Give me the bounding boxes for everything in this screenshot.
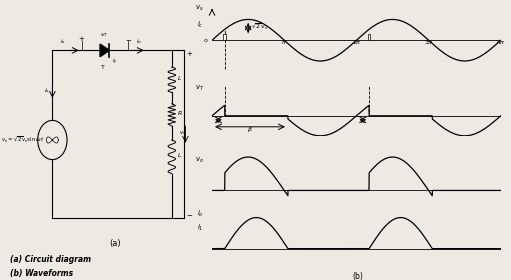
- Text: $4\pi$: $4\pi$: [496, 38, 506, 46]
- Text: (a) Circuit diagram: (a) Circuit diagram: [11, 255, 91, 264]
- Bar: [223, 34, 226, 40]
- Text: $2\pi$: $2\pi$: [352, 38, 361, 46]
- Bar: [368, 34, 370, 40]
- Text: L: L: [178, 76, 181, 81]
- Text: +: +: [187, 51, 192, 57]
- Text: $\alpha$: $\alpha$: [360, 118, 366, 125]
- Text: $\pi$: $\pi$: [282, 39, 287, 46]
- Text: $v_s$: $v_s$: [195, 4, 204, 13]
- Text: $v_T$: $v_T$: [101, 31, 109, 39]
- Text: $\alpha$: $\alpha$: [215, 118, 221, 125]
- Text: $v_o$: $v_o$: [195, 156, 204, 165]
- Text: +: +: [79, 36, 85, 42]
- Text: L: L: [178, 153, 181, 158]
- Text: (a): (a): [109, 239, 121, 248]
- Text: $-$: $-$: [187, 211, 194, 217]
- Text: $i_o$: $i_o$: [197, 209, 204, 219]
- Text: $i_o$: $i_o$: [136, 38, 143, 46]
- Text: $\beta$: $\beta$: [247, 125, 253, 134]
- Text: R: R: [178, 111, 182, 116]
- Text: $v_T$: $v_T$: [195, 84, 204, 93]
- Text: $-$: $-$: [125, 36, 132, 42]
- Text: T: T: [101, 65, 105, 70]
- Text: $\sqrt{2}v_s$: $\sqrt{2}v_s$: [251, 22, 268, 32]
- Text: $3\pi$: $3\pi$: [424, 38, 433, 46]
- Text: (b): (b): [352, 272, 363, 280]
- Text: $v_o$: $v_o$: [179, 129, 187, 137]
- Text: (b) Waveforms: (b) Waveforms: [11, 269, 74, 278]
- Text: $i_1$: $i_1$: [197, 222, 204, 232]
- Text: $i_y$: $i_y$: [112, 57, 118, 67]
- Text: $i_c$: $i_c$: [197, 20, 204, 30]
- Polygon shape: [100, 44, 109, 57]
- Text: $i_s$: $i_s$: [60, 38, 66, 46]
- Text: $i_s$: $i_s$: [44, 87, 50, 95]
- Text: $v_s = \sqrt{2}v_s\sin\omega t$: $v_s = \sqrt{2}v_s\sin\omega t$: [1, 135, 45, 145]
- Text: o: o: [203, 38, 207, 43]
